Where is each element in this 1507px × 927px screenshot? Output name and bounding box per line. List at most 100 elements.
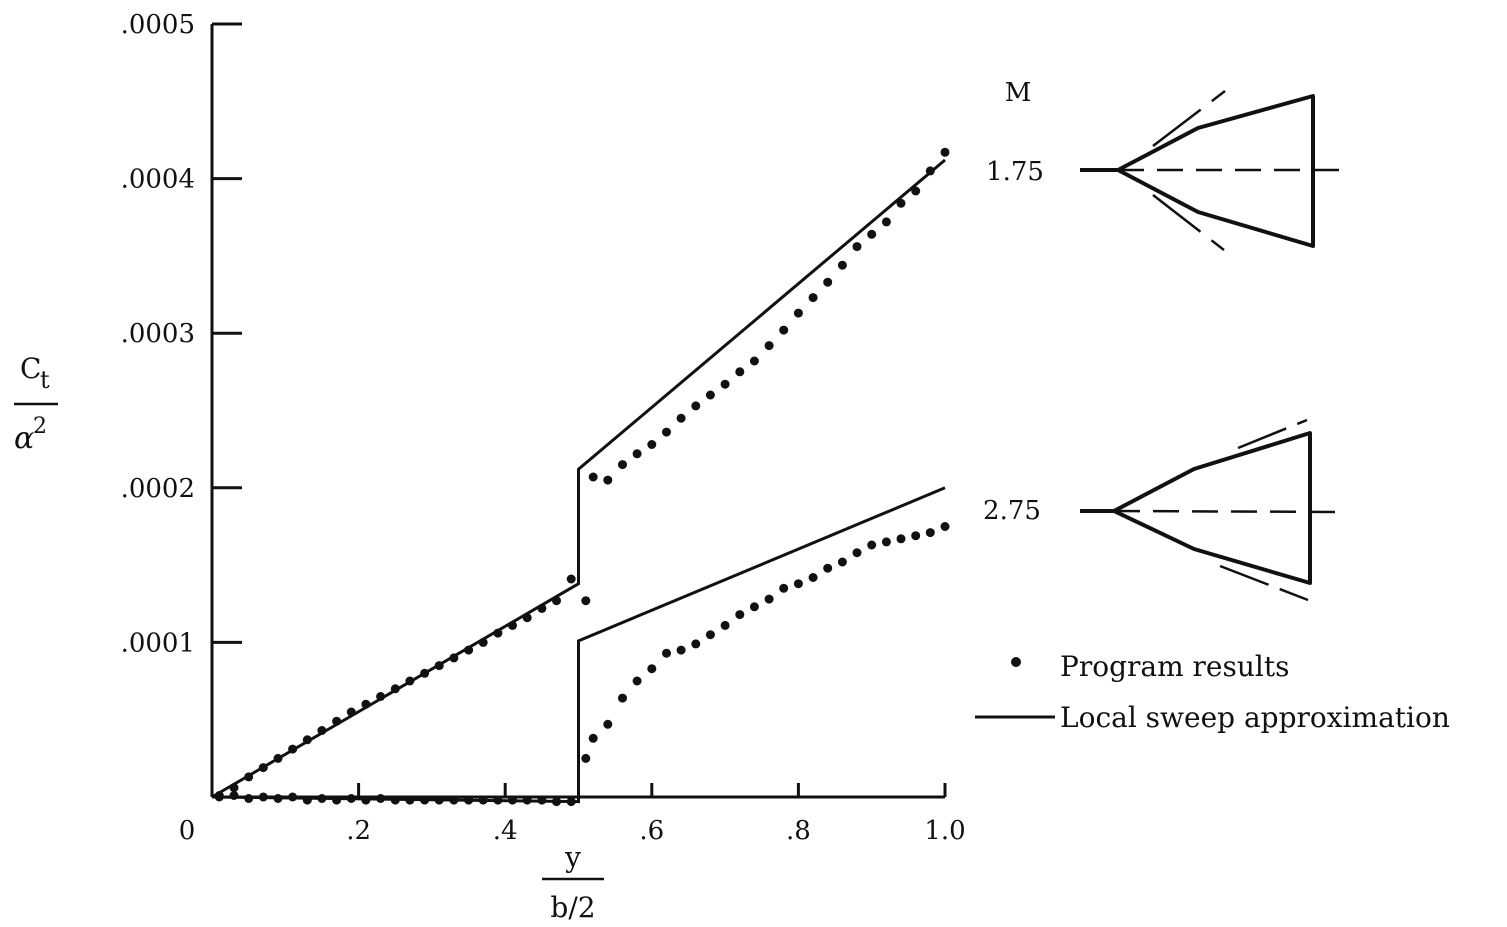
wing-sketch-2-75 — [1080, 418, 1348, 602]
y-axis-label-numerator: C — [20, 352, 41, 385]
data-point-mach-2-75 — [581, 753, 591, 763]
data-point-mach-1-75 — [258, 763, 268, 773]
data-point-mach-1-75 — [376, 692, 386, 701]
data-point-mach-1-75 — [691, 401, 701, 411]
data-point-mach-2-75 — [749, 602, 759, 612]
data-point-mach-2-75 — [823, 563, 833, 573]
data-point-mach-2-75 — [229, 791, 239, 800]
data-point-mach-1-75 — [390, 684, 400, 694]
y-tick-label: .0003 — [121, 319, 195, 349]
legend-label-local-sweep: Local sweep approximation — [1060, 701, 1450, 734]
data-point-mach-2-75 — [793, 579, 803, 589]
x-tick-label: 0 — [179, 816, 196, 846]
data-point-mach-1-75 — [405, 676, 415, 686]
legend-dot-marker — [1011, 657, 1021, 667]
x-tick-label: .8 — [786, 816, 811, 846]
data-point-mach-1-75 — [508, 620, 517, 630]
axis-ticks: 0 .2 .4 .6 .8 1.0 .0001 .0002 .0003 .0004 .0005 — [121, 10, 966, 846]
data-point-mach-1-75 — [478, 637, 488, 647]
data-point-mach-1-75 — [911, 186, 921, 196]
data-point-mach-2-75 — [603, 719, 613, 729]
data-point-mach-2-75 — [332, 795, 342, 805]
data-point-mach-1-75 — [720, 379, 730, 389]
y-axis-label-denominator-sup: 2 — [33, 414, 47, 439]
data-point-mach-1-75 — [749, 356, 759, 366]
data-point-mach-2-75 — [764, 594, 774, 604]
data-point-mach-1-75 — [881, 217, 891, 227]
wing-centerline-2-75 — [1113, 509, 1348, 514]
data-point-mach-1-75 — [867, 229, 877, 239]
data-point-mach-1-75 — [317, 726, 327, 735]
x-tick-label: .2 — [346, 816, 371, 846]
data-point-mach-1-75 — [288, 744, 298, 754]
data-point-mach-2-75 — [720, 620, 730, 630]
data-point-mach-2-75 — [434, 795, 444, 805]
data-point-mach-2-75 — [522, 795, 532, 805]
y-tick-label: .0002 — [121, 474, 195, 504]
data-point-mach-1-75 — [493, 628, 503, 638]
x-tick-label: 1.0 — [924, 816, 965, 846]
y-tick-label: .0005 — [121, 10, 195, 40]
data-point-mach-2-75 — [552, 797, 561, 807]
data-point-mach-2-75 — [214, 792, 224, 802]
data-point-mach-2-75 — [302, 795, 312, 805]
data-point-mach-1-75 — [603, 475, 613, 485]
y-axis-label-denominator: α — [14, 421, 34, 456]
data-point-mach-2-75 — [618, 693, 627, 703]
data-point-mach-1-75 — [764, 341, 774, 351]
data-point-mach-2-75 — [390, 795, 400, 805]
data-point-mach-1-75 — [837, 260, 847, 270]
data-point-mach-2-75 — [691, 639, 701, 649]
mach-line-lower-1-75 — [1152, 194, 1225, 251]
data-point-mach-1-75 — [537, 603, 547, 613]
data-point-mach-2-75 — [705, 630, 715, 640]
data-point-mach-2-75 — [647, 664, 657, 674]
data-point-mach-1-75 — [361, 699, 371, 709]
x-tick-label: .4 — [493, 816, 518, 846]
data-point-mach-1-75 — [464, 645, 474, 655]
data-point-mach-2-75 — [662, 648, 671, 658]
data-point-mach-2-75 — [940, 522, 950, 531]
data-point-mach-1-75 — [449, 653, 459, 663]
data-point-mach-1-75 — [676, 413, 686, 423]
mach-label-2-75: 2.75 — [983, 496, 1041, 526]
mach-label-1-75: 1.75 — [986, 157, 1044, 187]
data-point-mach-1-75 — [332, 716, 342, 726]
data-point-mach-1-75 — [940, 147, 950, 157]
data-point-mach-1-75 — [346, 707, 356, 717]
x-axis-label-denominator: b/2 — [550, 891, 595, 924]
data-point-mach-2-75 — [478, 795, 488, 805]
data-point-mach-1-75 — [823, 277, 833, 287]
data-point-mach-2-75 — [896, 534, 906, 544]
data-point-mach-2-75 — [493, 795, 503, 805]
data-point-mach-1-75 — [852, 242, 862, 252]
wing-outline-2-75 — [1080, 431, 1312, 585]
data-point-mach-1-75 — [896, 198, 906, 208]
y-axis-label: C t α 2 — [14, 352, 58, 456]
mach-line-upper-1-75 — [1152, 90, 1226, 147]
data-point-mach-1-75 — [705, 390, 715, 400]
data-point-mach-1-75 — [662, 427, 671, 437]
approximation-lines — [211, 158, 946, 804]
data-point-mach-2-75 — [588, 733, 598, 743]
data-point-mach-1-75 — [552, 596, 561, 606]
legend: Program results Local sweep approximatio… — [975, 650, 1450, 734]
data-point-mach-1-75 — [566, 574, 576, 584]
data-point-mach-2-75 — [735, 610, 745, 620]
data-point-mach-1-75 — [420, 668, 430, 678]
data-point-mach-2-75 — [881, 537, 891, 547]
data-point-mach-2-75 — [837, 557, 847, 567]
data-point-mach-2-75 — [508, 795, 517, 805]
data-point-mach-2-75 — [288, 792, 298, 802]
data-point-mach-2-75 — [676, 645, 686, 655]
data-point-mach-2-75 — [449, 795, 459, 805]
data-point-mach-2-75 — [361, 795, 371, 805]
data-point-mach-2-75 — [405, 795, 415, 805]
data-point-mach-1-75 — [808, 293, 818, 303]
data-point-mach-2-75 — [925, 528, 935, 538]
data-point-mach-1-75 — [647, 440, 657, 449]
data-point-mach-2-75 — [244, 794, 254, 803]
data-point-mach-1-75 — [229, 783, 239, 793]
